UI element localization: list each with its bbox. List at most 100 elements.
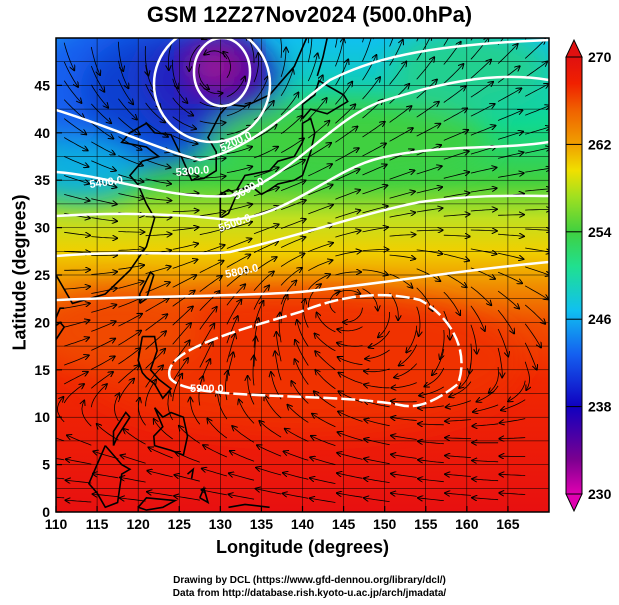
streamline: [172, 358, 188, 383]
streamline: [310, 498, 336, 503]
streamline: [362, 55, 377, 81]
streamline: [315, 370, 336, 390]
x-tick-label: 140: [291, 516, 315, 532]
streamline: [443, 38, 449, 46]
colorbar-top-arrow: [565, 38, 583, 58]
streamline: [280, 160, 305, 173]
streamline: [525, 229, 549, 230]
streamline: [145, 102, 166, 123]
streamline: [418, 406, 444, 408]
colorbar-gradient: [565, 56, 583, 495]
streamline: [335, 127, 357, 143]
streamline: [123, 429, 146, 445]
streamline: [335, 169, 359, 181]
y-tick-label: 35: [34, 172, 50, 188]
coastline-segment: [137, 496, 178, 511]
streamline: [473, 404, 499, 412]
streamline: [525, 106, 549, 116]
colorbar-bottom-arrow: [565, 493, 583, 513]
streamline: [64, 372, 88, 385]
streamline: [308, 185, 332, 196]
streamline: [497, 328, 508, 356]
y-tick-label: 30: [34, 220, 50, 236]
coastline-segment: [56, 307, 65, 320]
streamline: [201, 490, 227, 496]
streamline: [63, 384, 84, 404]
streamline: [446, 400, 472, 408]
streamline: [172, 97, 194, 116]
x-tick-label: 150: [373, 516, 397, 532]
streamline: [418, 460, 444, 463]
streamline: [362, 122, 385, 138]
streamline: [149, 447, 173, 459]
streamline: [280, 268, 302, 286]
streamline: [226, 316, 238, 344]
streamline: [251, 38, 255, 45]
streamline: [445, 493, 471, 495]
streamline: [335, 82, 352, 105]
streamline: [311, 436, 336, 446]
streamline: [525, 266, 549, 275]
streamline: [229, 494, 255, 500]
streamline: [445, 438, 471, 439]
streamline: [497, 132, 523, 140]
streamline: [172, 116, 196, 129]
y-tick-label: 10: [34, 409, 50, 425]
streamline: [226, 371, 228, 401]
streamline: [56, 477, 65, 480]
streamline: [190, 397, 201, 425]
x-tick-label: 125: [168, 516, 192, 532]
streamline: [335, 290, 360, 294]
streamline: [64, 156, 88, 167]
streamline: [280, 38, 282, 58]
coastline-segment: [56, 321, 66, 341]
streamline: [477, 385, 499, 402]
streamline: [295, 340, 309, 366]
streamline: [335, 190, 360, 200]
streamline: [118, 193, 143, 199]
x-axis: 110 115 120 125 130 135 140 145 150 155 160 165: [45, 506, 520, 532]
streamline: [91, 198, 117, 205]
streamline: [64, 231, 90, 235]
streamline: [256, 489, 282, 495]
streamline: [335, 38, 343, 67]
streamline: [168, 40, 174, 70]
streamline: [91, 160, 116, 171]
streamline: [472, 424, 499, 426]
streamline: [508, 380, 526, 402]
streamline: [226, 270, 248, 287]
streamline: [232, 426, 255, 443]
streamline: [416, 208, 443, 213]
streamline: [443, 214, 470, 216]
x-tick-label: 120: [126, 516, 150, 532]
streamline: [335, 104, 355, 124]
streamline: [443, 108, 467, 122]
streamline: [91, 356, 114, 370]
y-tick-label: 25: [34, 267, 50, 283]
streamline: [63, 42, 74, 70]
streamline: [497, 347, 502, 377]
streamline: [364, 478, 390, 483]
streamline: [253, 101, 274, 121]
streamline: [239, 400, 255, 424]
streamline: [172, 210, 199, 211]
streamline: [335, 210, 360, 219]
streamline: [63, 118, 86, 135]
streamline: [66, 500, 92, 502]
streamline: [63, 80, 81, 103]
streamline: [443, 253, 469, 261]
streamline: [253, 286, 269, 310]
streamline: [90, 84, 108, 108]
streamline: [338, 357, 363, 365]
streamline: [285, 429, 309, 442]
streamline: [364, 369, 390, 372]
streamline: [199, 307, 217, 330]
streamline: [145, 217, 172, 218]
streamline: [364, 385, 390, 388]
streamline: [525, 189, 549, 191]
streamline: [82, 401, 92, 427]
streamline: [470, 188, 497, 193]
streamline: [189, 44, 201, 71]
streamline: [416, 102, 439, 118]
streamline: [308, 98, 326, 120]
